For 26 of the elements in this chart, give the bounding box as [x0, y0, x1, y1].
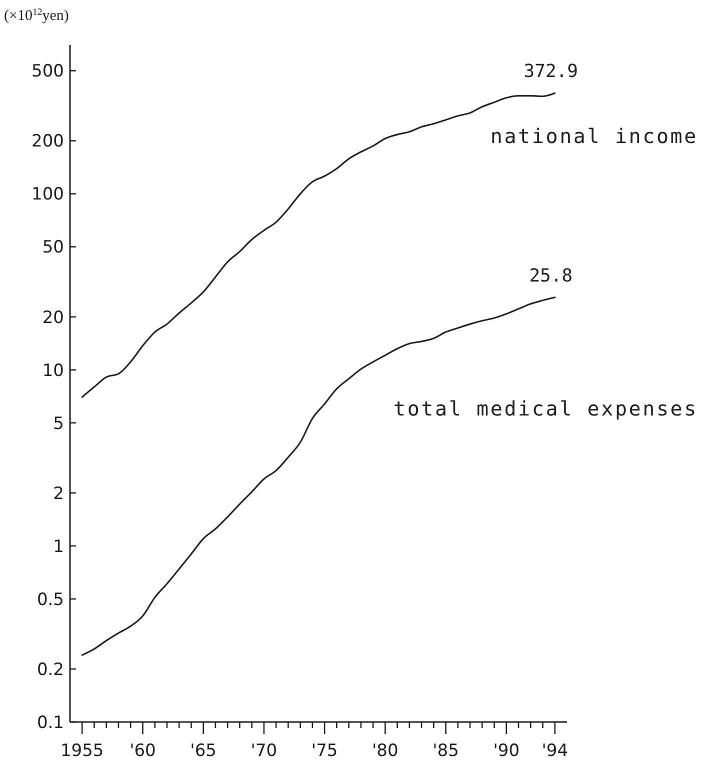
x-tick-label: '75 — [311, 741, 338, 761]
text: total medical expenses — [393, 396, 698, 420]
y-tick-label: 200 — [32, 132, 64, 152]
y-tick-label: 0.1 — [36, 712, 64, 733]
y-tick-label: 100 — [32, 184, 64, 205]
x-tick-label: '85 — [432, 741, 459, 761]
y-tick-label: 20 — [42, 308, 64, 328]
x-tick-label: '94 — [542, 741, 568, 761]
y-tick-label: 2 — [53, 484, 64, 504]
x-tick-label: '90 — [493, 741, 520, 761]
x-tick-label: '80 — [372, 741, 398, 761]
x-tick-label: '60 — [130, 741, 156, 761]
y-tick-label: 5 — [53, 414, 64, 434]
y-tick-label: 500 — [32, 62, 64, 82]
y-tick-label: 0.2 — [36, 660, 64, 680]
annotation: 372.9 — [524, 61, 578, 82]
x-tick-label: '65 — [190, 741, 216, 761]
y-tick-label: 50 — [42, 238, 64, 258]
series-label: national income — [490, 124, 698, 148]
y-tick-label: 1 — [53, 536, 64, 557]
y-tick-label: 0.5 — [36, 590, 64, 610]
y-axis-title: (×10$^{12}$yen) — [4, 6, 69, 24]
y-tick-label: 10 — [42, 360, 64, 381]
x-tick-label: 1955 — [60, 741, 104, 761]
annotation: 25.8 — [529, 265, 573, 286]
x-tick-label: '70 — [250, 741, 278, 761]
